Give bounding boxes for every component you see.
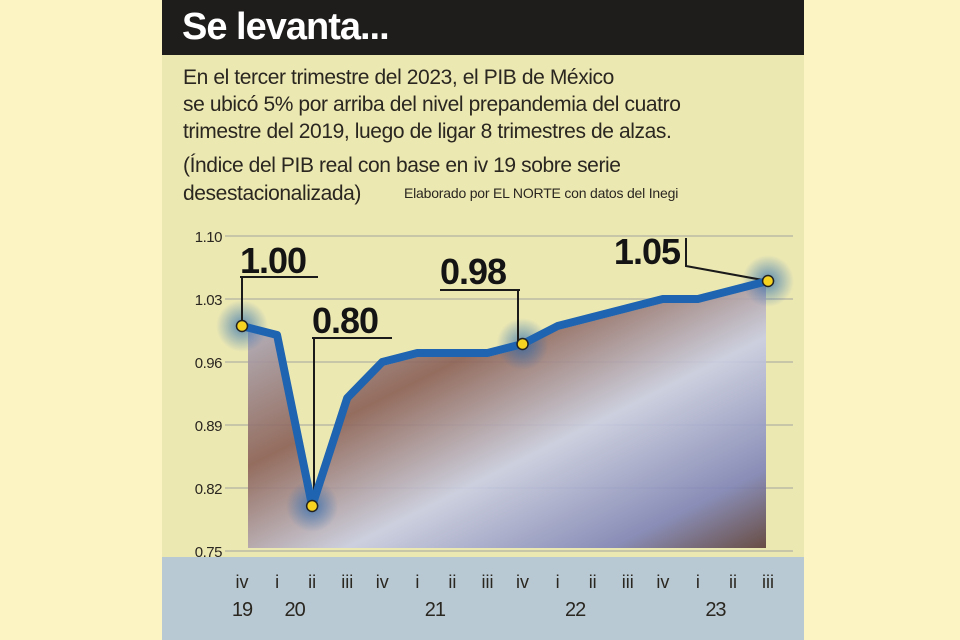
data-point-marker: [761, 274, 775, 288]
x-tick-label: iii: [762, 572, 774, 592]
description-line: trimestre del 2019, luego de ligar 8 tri…: [183, 120, 672, 143]
description-line: En el tercer trimestre del 2023, el PIB …: [183, 66, 614, 89]
x-tick-label: ii: [308, 572, 316, 592]
note-line: (Índice del PIB real con base en iv 19 s…: [183, 154, 621, 177]
data-point-marker: [305, 499, 319, 513]
data-label: 1.05: [614, 231, 681, 272]
data-point-marker: [516, 337, 529, 351]
x-tick-label: ii: [729, 572, 737, 592]
banknotes-photo: [242, 285, 766, 548]
x-axis-band: [162, 557, 804, 640]
x-tick-label: iv: [236, 572, 249, 592]
x-tick-label: iv: [376, 572, 389, 592]
x-tick-label: i: [415, 572, 419, 592]
y-tick-label: 0.96: [195, 355, 222, 372]
y-tick-label: 0.89: [195, 418, 222, 435]
y-tick-label: 1.03: [195, 292, 222, 309]
title-bar: Se levanta...: [162, 0, 804, 55]
x-tick-label: iii: [481, 572, 493, 592]
description-line: se ubicó 5% por arriba del nivel prepand…: [183, 93, 681, 116]
x-tick-label: i: [556, 572, 560, 592]
data-label: 0.80: [312, 300, 378, 341]
x-tick-label: iv: [516, 572, 529, 592]
chart-title: Se levanta...: [182, 6, 390, 48]
x-tick-label: i: [696, 572, 700, 592]
year-label: 23: [705, 599, 726, 621]
data-point-marker: [235, 319, 249, 333]
y-tick-label: 1.10: [195, 229, 222, 246]
data-label: 0.98: [440, 251, 506, 292]
x-tick-label: ii: [589, 572, 597, 592]
source-credit: Elaborado por EL NORTE con datos del Ine…: [404, 185, 679, 201]
note-line: desestacionalizada): [183, 182, 362, 205]
x-tick-label: iii: [622, 572, 634, 592]
x-tick-label: ii: [448, 572, 456, 592]
x-tick-label: iv: [656, 572, 669, 592]
x-tick-label: iii: [341, 572, 353, 592]
series-line: [241, 277, 770, 510]
year-label: 20: [284, 599, 305, 621]
y-tick-label: 0.82: [195, 481, 222, 498]
year-label: 21: [425, 599, 446, 621]
callout-leader: [685, 238, 769, 282]
data-label: 1.00: [240, 240, 306, 281]
x-tick-label: i: [275, 572, 279, 592]
y-tick-label: 0.75: [195, 544, 222, 561]
year-label: 19: [232, 599, 253, 621]
year-label: 22: [565, 599, 586, 621]
